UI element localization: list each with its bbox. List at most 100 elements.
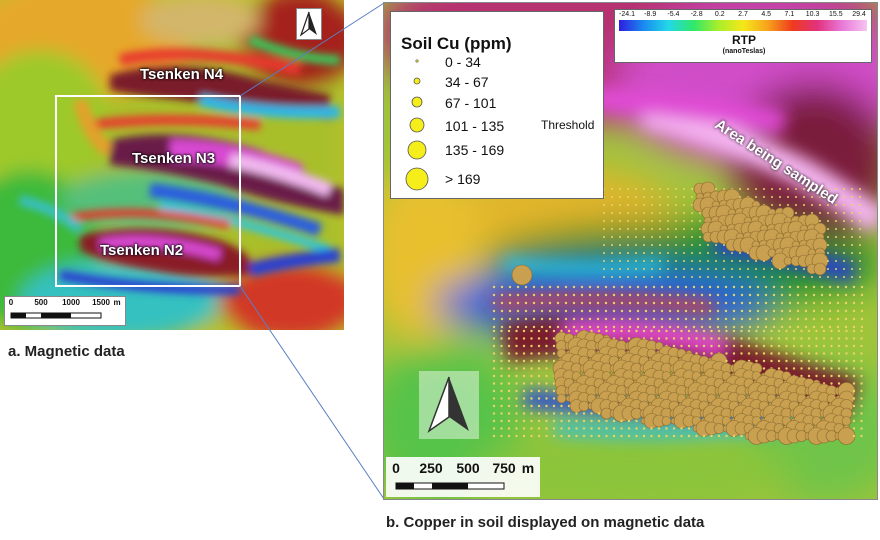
caption-a: a. Magnetic data — [8, 343, 125, 360]
soil-sample-point — [642, 329, 646, 333]
soil-sample-point — [732, 309, 736, 313]
soil-sample-point — [852, 309, 856, 313]
soil-sample-point — [788, 309, 792, 313]
soil-sample-point — [537, 412, 541, 415]
soil-sample-point — [851, 268, 853, 270]
soil-sample-point — [668, 301, 672, 305]
soil-sample-point — [795, 188, 797, 190]
soil-sample-point — [723, 268, 725, 270]
soil-sample-point — [642, 434, 646, 438]
soil-sample-point — [596, 317, 600, 321]
soil-sample-point — [545, 382, 548, 385]
soil-sample-point — [695, 434, 698, 438]
soil-sample-point — [762, 359, 766, 363]
soil-sample-point — [611, 196, 613, 198]
soil-sample-point — [507, 374, 511, 378]
soil-sample-point — [859, 276, 861, 278]
soil-sample-point — [787, 268, 789, 270]
scale-a-unit: m — [113, 298, 121, 307]
soil-sample-point — [507, 329, 511, 333]
soil-sample-point — [492, 301, 496, 305]
soil-sample-point — [763, 188, 765, 190]
soil-sample-point — [650, 427, 653, 430]
soil-sample-point — [522, 344, 526, 348]
soil-sample-point — [843, 276, 845, 278]
soil-sample-point — [680, 337, 683, 340]
soil-sample-point — [792, 344, 796, 348]
soil-sample-point — [643, 244, 645, 246]
soil-sample-point — [819, 196, 821, 198]
soil-sample-point — [835, 268, 837, 270]
soil-sample-point — [619, 228, 621, 230]
soil-sample-point — [530, 412, 533, 415]
soil-sample-point — [603, 236, 605, 238]
legend-class-3: 101 - 135 — [445, 118, 505, 134]
soil-sample-point — [635, 244, 637, 246]
soil-sample-point — [515, 434, 518, 438]
soil-sample-point — [676, 317, 680, 321]
soil-sample-point — [572, 325, 576, 329]
scale-bar-a: 0 500 1000 1500 m — [4, 296, 126, 326]
soil-sample-point — [657, 329, 661, 333]
soil-sample-point — [507, 359, 511, 363]
soil-sample-point — [803, 188, 805, 190]
soil-sample-point — [707, 252, 709, 254]
soil-sample-point — [603, 212, 605, 214]
soil-sample-point — [556, 393, 567, 404]
soil-sample-point — [582, 427, 586, 430]
north-arrow-icon — [299, 11, 317, 37]
soil-sample-point — [530, 397, 533, 400]
soil-sample-point — [788, 285, 792, 289]
soil-sample-point — [843, 220, 845, 222]
soil-sample-point — [507, 344, 511, 348]
soil-sample-point — [604, 317, 608, 321]
soil-sample-point — [627, 276, 629, 278]
soil-sample-point — [732, 337, 736, 340]
soil-sample-point — [516, 317, 520, 321]
soil-sample-point — [830, 352, 833, 355]
soil-sample-point — [650, 337, 653, 340]
soil-sample-point — [612, 285, 616, 289]
soil-sample-point — [515, 344, 518, 348]
soil-sample-point — [812, 285, 816, 289]
soil-sample-point — [755, 188, 757, 190]
soil-sample-point — [803, 212, 805, 214]
soil-sample-point — [764, 301, 768, 305]
soil-sample-point — [859, 260, 861, 262]
soil-sample-point — [843, 212, 845, 214]
soil-sample-point — [762, 337, 766, 340]
soil-sample-point — [530, 352, 533, 355]
soil-sample-point — [603, 276, 605, 278]
soil-sample-point — [597, 412, 601, 415]
soil-sample-point — [699, 212, 701, 214]
soil-sample-point — [836, 325, 840, 329]
soil-sample-point — [620, 325, 624, 329]
rtp-title: RTP — [732, 33, 756, 47]
scale-a-tick-2: 1000 — [62, 298, 80, 307]
soil-sample-point — [522, 412, 526, 415]
soil-sample-point — [548, 293, 552, 297]
soil-sample-point — [548, 325, 552, 329]
soil-sample-point — [667, 204, 669, 206]
soil-sample-point — [740, 317, 744, 321]
soil-sample-point — [667, 236, 669, 238]
legend-class-0: 0 - 34 — [445, 54, 481, 70]
soil-sample-point — [588, 325, 592, 329]
soil-sample-point — [859, 268, 861, 270]
soil-sample-point — [552, 359, 556, 363]
soil-sample-point — [772, 301, 776, 305]
soil-sample-point — [836, 293, 840, 297]
soil-sample-point — [552, 419, 556, 423]
soil-sample-point — [788, 293, 792, 297]
soil-sample-point — [597, 419, 601, 423]
soil-sample-point — [763, 276, 765, 278]
soil-sample-point — [725, 344, 728, 348]
soil-sample-point — [611, 204, 613, 206]
soil-sample-point — [763, 196, 765, 198]
soil-sample-point — [692, 293, 696, 297]
soil-sample-point — [545, 434, 548, 438]
soil-sample-point — [580, 293, 584, 297]
scale-b-unit: m — [521, 460, 535, 476]
soil-sample-point — [860, 285, 864, 289]
soil-sample-point — [530, 367, 533, 370]
